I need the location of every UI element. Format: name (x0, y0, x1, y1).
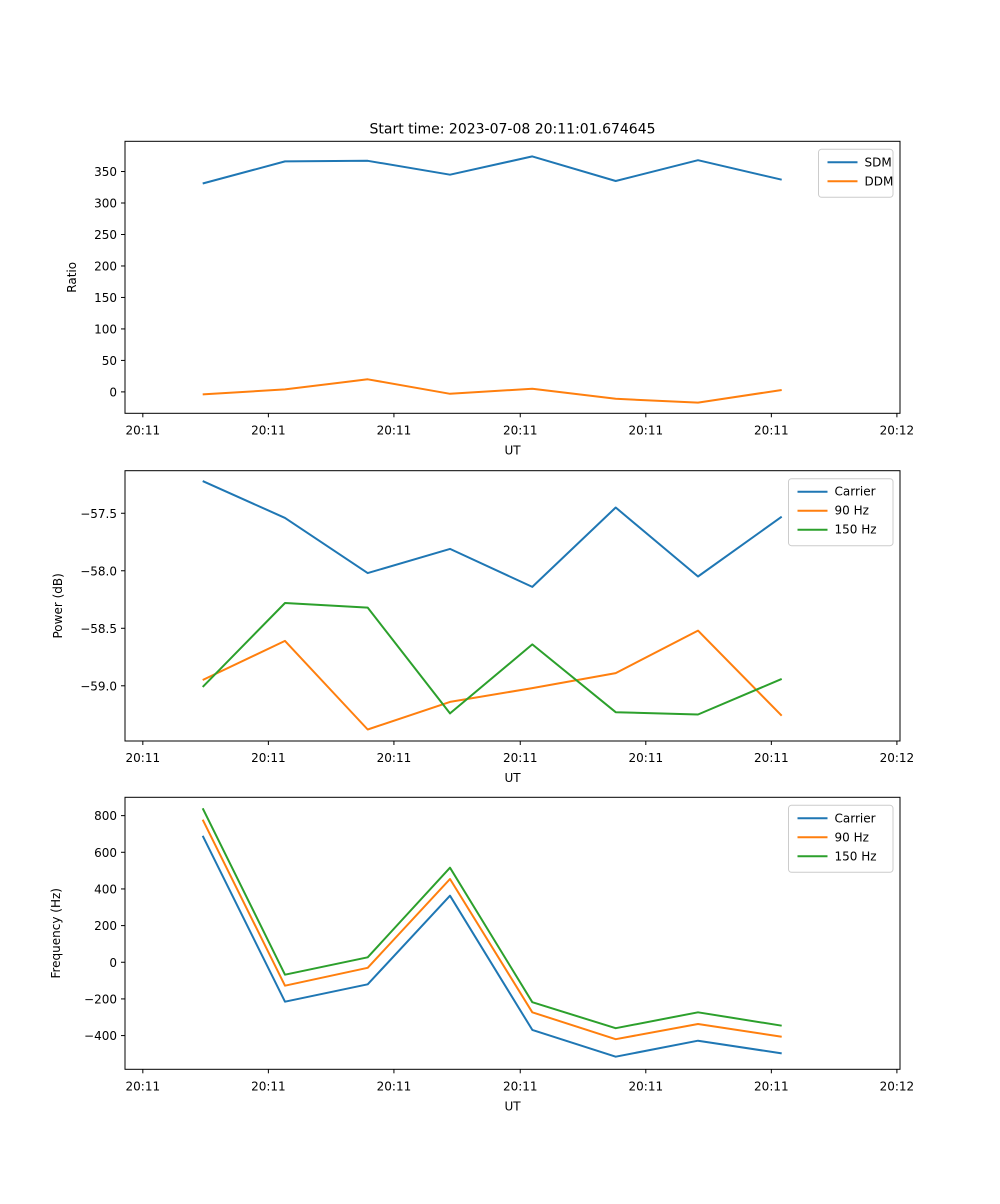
90-hz-line (202, 629, 783, 731)
y-tick-label: 400 (94, 882, 117, 896)
x-tick-label: 20:11 (377, 751, 412, 765)
y-axis-label: Ratio (65, 262, 79, 293)
legend-item-150-hz: 150 Hz (797, 523, 877, 537)
x-tick-label: 20:12 (880, 751, 915, 765)
plot-border (124, 140, 901, 414)
x-tick-label: 20:11 (251, 1079, 286, 1093)
plot-border (124, 796, 901, 1070)
legend-item-sdm: SDM (827, 155, 892, 169)
legend-label: 150 Hz (835, 849, 877, 863)
90-hz-line (201, 819, 782, 1041)
x-axis-label: UT (504, 443, 521, 457)
chart-title: Start time: 2023-07-08 20:11:01.674645 (369, 121, 655, 137)
x-axis-label: UT (504, 771, 521, 785)
legend-label: DDM (865, 174, 894, 188)
y-tick-label: 600 (94, 846, 117, 860)
y-tick-label: −200 (84, 992, 117, 1006)
y-tick-label: 0 (109, 956, 117, 970)
legend: SDM DDM (818, 148, 894, 198)
plot-border (124, 470, 901, 742)
legend: Carrier 90 Hz 150 Hz (788, 804, 894, 873)
ddm-line (202, 378, 782, 404)
x-tick-label: 20:11 (754, 423, 789, 437)
x-tick-label: 20:11 (126, 423, 161, 437)
ratio-chart: Start time: 2023-07-08 20:11:01.674645 0 5… (65, 121, 914, 457)
y-tick-label: 200 (94, 919, 117, 933)
x-tick-label: 20:11 (754, 751, 789, 765)
legend-label: Carrier (835, 811, 876, 825)
legend-label: 90 Hz (835, 830, 869, 844)
legend-item-carrier: Carrier (797, 811, 876, 825)
y-axis-label: Frequency (Hz) (49, 888, 63, 979)
y-tick-label: 150 (94, 291, 117, 305)
x-tick-label: 20:12 (880, 423, 915, 437)
carrier-line (202, 480, 783, 588)
x-tick-label: 20:11 (754, 1079, 789, 1093)
x-tick-label: 20:11 (377, 423, 412, 437)
x-tick-label: 20:11 (629, 1079, 664, 1093)
y-tick-label: −59.0 (80, 679, 117, 693)
legend-item-90-hz: 90 Hz (797, 504, 869, 518)
x-tick-label: 20:11 (629, 751, 664, 765)
frequency-chart: 800 600 400 200 0 −200 −400 20:11 20:11 20:11 20:1… (49, 796, 915, 1113)
x-tick-label: 20:11 (251, 423, 286, 437)
150-hz-line (201, 807, 782, 1030)
x-tick-label: 20:11 (503, 1079, 538, 1093)
y-tick-label: −58.0 (80, 564, 117, 578)
y-axis-label: Power (dB) (51, 573, 65, 638)
legend-item-150-hz: 150 Hz (797, 849, 877, 863)
x-tick-label: 20:11 (251, 751, 286, 765)
y-tick-label: −58.5 (80, 622, 117, 636)
x-tick-label: 20:12 (880, 1079, 915, 1093)
legend-item-90-hz: 90 Hz (797, 830, 869, 844)
y-tick-label: 0 (109, 385, 117, 399)
legend-label: 90 Hz (835, 504, 869, 518)
legend-label: Carrier (835, 485, 876, 499)
150-hz-line (201, 602, 783, 716)
y-tick-label: 200 (94, 259, 117, 273)
legend-label: SDM (865, 155, 892, 169)
x-tick-label: 20:11 (126, 751, 161, 765)
y-tick-label: −400 (84, 1029, 117, 1043)
y-tick-label: 50 (102, 354, 117, 368)
legend-item-carrier: Carrier (797, 485, 876, 499)
legend-label: 150 Hz (835, 523, 877, 537)
x-tick-label: 20:11 (126, 1079, 161, 1093)
y-tick-label: 350 (94, 165, 117, 179)
x-tick-label: 20:11 (629, 423, 664, 437)
x-tick-label: 20:11 (377, 1079, 412, 1093)
y-tick-label: 800 (94, 809, 117, 823)
sdm-line (202, 155, 782, 185)
x-axis-label: UT (504, 1099, 521, 1113)
power-chart: −57.5 −58.0 −58.5 −59.0 20:11 20:11 20:11 20:11… (51, 470, 915, 785)
y-tick-label: 100 (94, 322, 117, 336)
carrier-line (201, 835, 782, 1058)
y-tick-label: 300 (94, 197, 117, 211)
legend-item-ddm: DDM (827, 174, 894, 188)
y-tick-label: 250 (94, 228, 117, 242)
x-tick-label: 20:11 (503, 423, 538, 437)
y-tick-label: −57.5 (80, 507, 117, 521)
legend: Carrier 90 Hz 150 Hz (788, 478, 894, 547)
x-tick-label: 20:11 (503, 751, 538, 765)
